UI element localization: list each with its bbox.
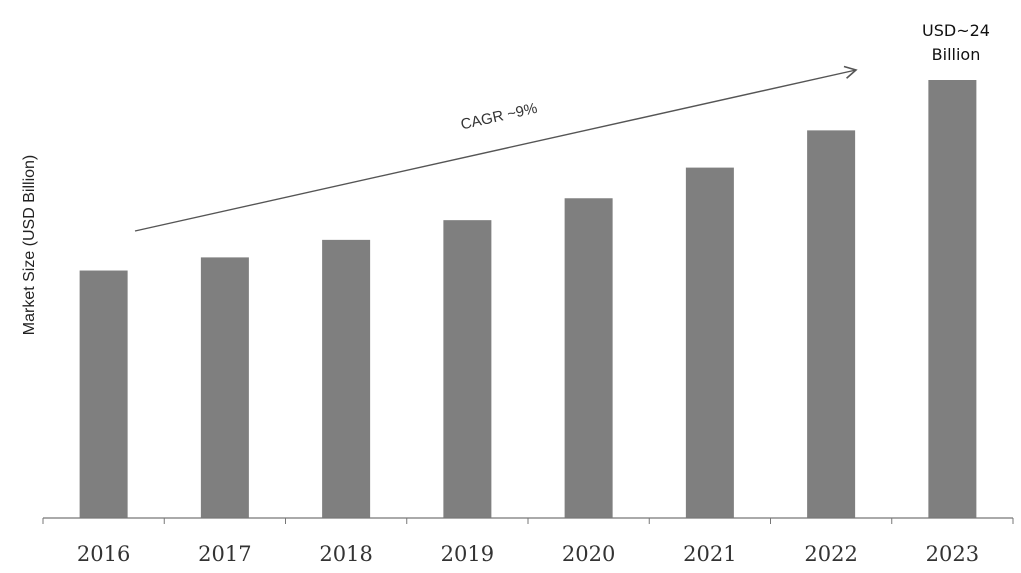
cagr-label: CAGR ~9% bbox=[459, 100, 539, 134]
cagr-arrow bbox=[134, 65, 858, 232]
x-axis-tick-labels: 2016 2017 2018 2019 2020 2021 2022 2023 bbox=[77, 542, 979, 566]
bar-2022 bbox=[807, 130, 856, 518]
bar-2016 bbox=[79, 270, 128, 518]
bar-2021 bbox=[685, 167, 734, 518]
bar-2020 bbox=[564, 198, 613, 518]
end-value-label-line1: USD~24 bbox=[922, 21, 990, 40]
bar-2018 bbox=[322, 239, 371, 518]
x-axis-ticks bbox=[42, 518, 1014, 524]
end-value-label-line2: Billion bbox=[932, 45, 981, 64]
bar-2017 bbox=[200, 257, 249, 518]
x-tick-label-2019: 2019 bbox=[441, 542, 494, 566]
bar-2019 bbox=[443, 220, 492, 518]
bar-series bbox=[79, 80, 977, 518]
x-tick-label-2022: 2022 bbox=[804, 542, 857, 566]
y-axis-label: Market Size (USD Billion) bbox=[21, 155, 38, 335]
x-tick-label-2020: 2020 bbox=[562, 542, 615, 566]
x-tick-label-2021: 2021 bbox=[683, 542, 736, 566]
x-tick-label-2017: 2017 bbox=[198, 542, 251, 566]
x-tick-label-2016: 2016 bbox=[77, 542, 130, 566]
bar-2023 bbox=[928, 80, 977, 518]
x-tick-label-2018: 2018 bbox=[319, 542, 372, 566]
x-tick-label-2023: 2023 bbox=[926, 542, 979, 566]
